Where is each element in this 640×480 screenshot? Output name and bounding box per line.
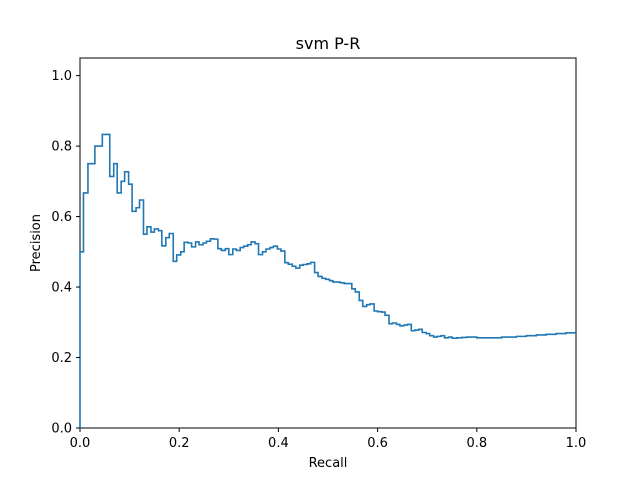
x-axis-label: Recall — [309, 456, 348, 471]
chart-title: svm P-R — [296, 34, 361, 53]
y-tick-label: 0.8 — [51, 140, 72, 155]
y-axis-ticks: 0.0 0.2 0.4 0.6 0.8 1.0 — [51, 69, 80, 437]
x-tick-label: 0.0 — [70, 436, 91, 451]
x-tick-label: 0.4 — [268, 436, 289, 451]
y-tick-label: 0.2 — [51, 351, 72, 366]
y-tick-label: 0.0 — [51, 422, 72, 437]
y-tick-label: 1.0 — [51, 69, 72, 84]
x-tick-label: 0.8 — [466, 436, 487, 451]
x-axis-ticks: 0.0 0.2 0.4 0.6 0.8 1.0 — [70, 428, 587, 451]
x-tick-label: 0.6 — [367, 436, 388, 451]
axes-frame — [79, 57, 577, 429]
y-axis-label: Precision — [29, 214, 44, 272]
x-tick-label: 0.2 — [169, 436, 190, 451]
precision-recall-line — [79, 133, 577, 428]
y-tick-label: 0.6 — [51, 210, 72, 225]
plot-area — [79, 57, 577, 429]
x-tick-label: 1.0 — [566, 436, 587, 451]
y-tick-label: 0.4 — [51, 281, 72, 296]
